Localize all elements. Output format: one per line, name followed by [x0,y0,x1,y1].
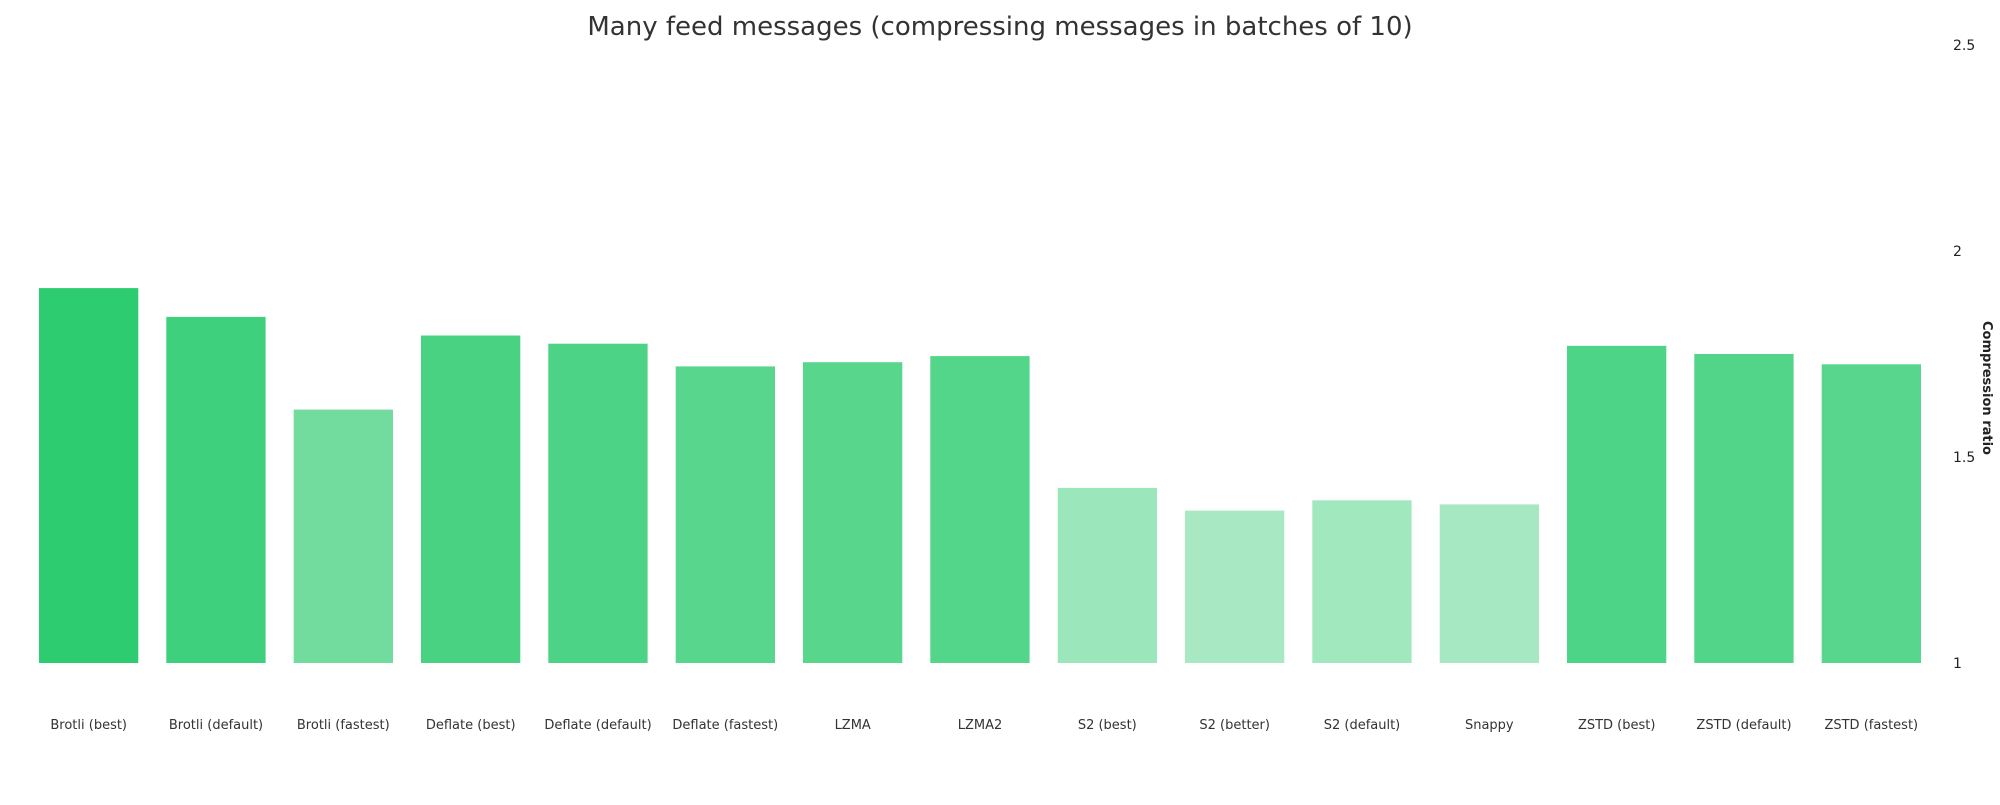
x-tick-label: Snappy [1465,718,1514,733]
x-tick-label: ZSTD (best) [1578,718,1656,733]
x-tick-label: ZSTD (fastest) [1824,718,1918,733]
bar [421,335,521,663]
bar [1185,510,1285,663]
bar [1057,487,1157,663]
y-tick-label: 2.5 [1953,38,1975,54]
bar [803,362,903,663]
x-tick-label: S2 (default) [1324,718,1401,733]
bar [1694,354,1794,663]
bar [1439,504,1539,663]
y-axis-label: Compression ratio [1979,321,1994,455]
x-tick-label: Deflate (fastest) [672,718,778,733]
x-tick-label: Deflate (default) [544,718,651,733]
x-tick-label: S2 (better) [1199,718,1270,733]
bar [548,343,648,663]
y-axis-ticks: 1 1.5 2 2.5 [1953,38,1975,672]
x-tick-label: Brotli (best) [50,718,127,733]
bar [166,316,266,663]
bar [39,288,139,663]
x-tick-label: Brotli (fastest) [297,718,390,733]
bar [675,366,775,663]
bars-layer [39,288,1921,663]
bar [1312,500,1412,663]
x-tick-label: S2 (best) [1078,718,1137,733]
bar [293,409,393,663]
x-tick-label: ZSTD (default) [1696,718,1791,733]
bar [1567,345,1667,663]
bar [930,356,1030,663]
x-tick-label: Brotli (default) [169,718,263,733]
chart-title: Many feed messages (compressing messages… [587,12,1413,42]
y-tick-label: 1.5 [1953,450,1975,466]
y-tick-label: 2 [1953,244,1962,260]
x-axis-labels: Brotli (best) Brotli (default) Brotli (fas… [50,718,1918,733]
x-tick-label: LZMA [835,718,871,733]
bar [1821,364,1921,663]
y-tick-label: 1 [1953,656,1962,672]
x-tick-label: Deflate (best) [426,718,516,733]
x-tick-label: LZMA2 [958,718,1003,733]
